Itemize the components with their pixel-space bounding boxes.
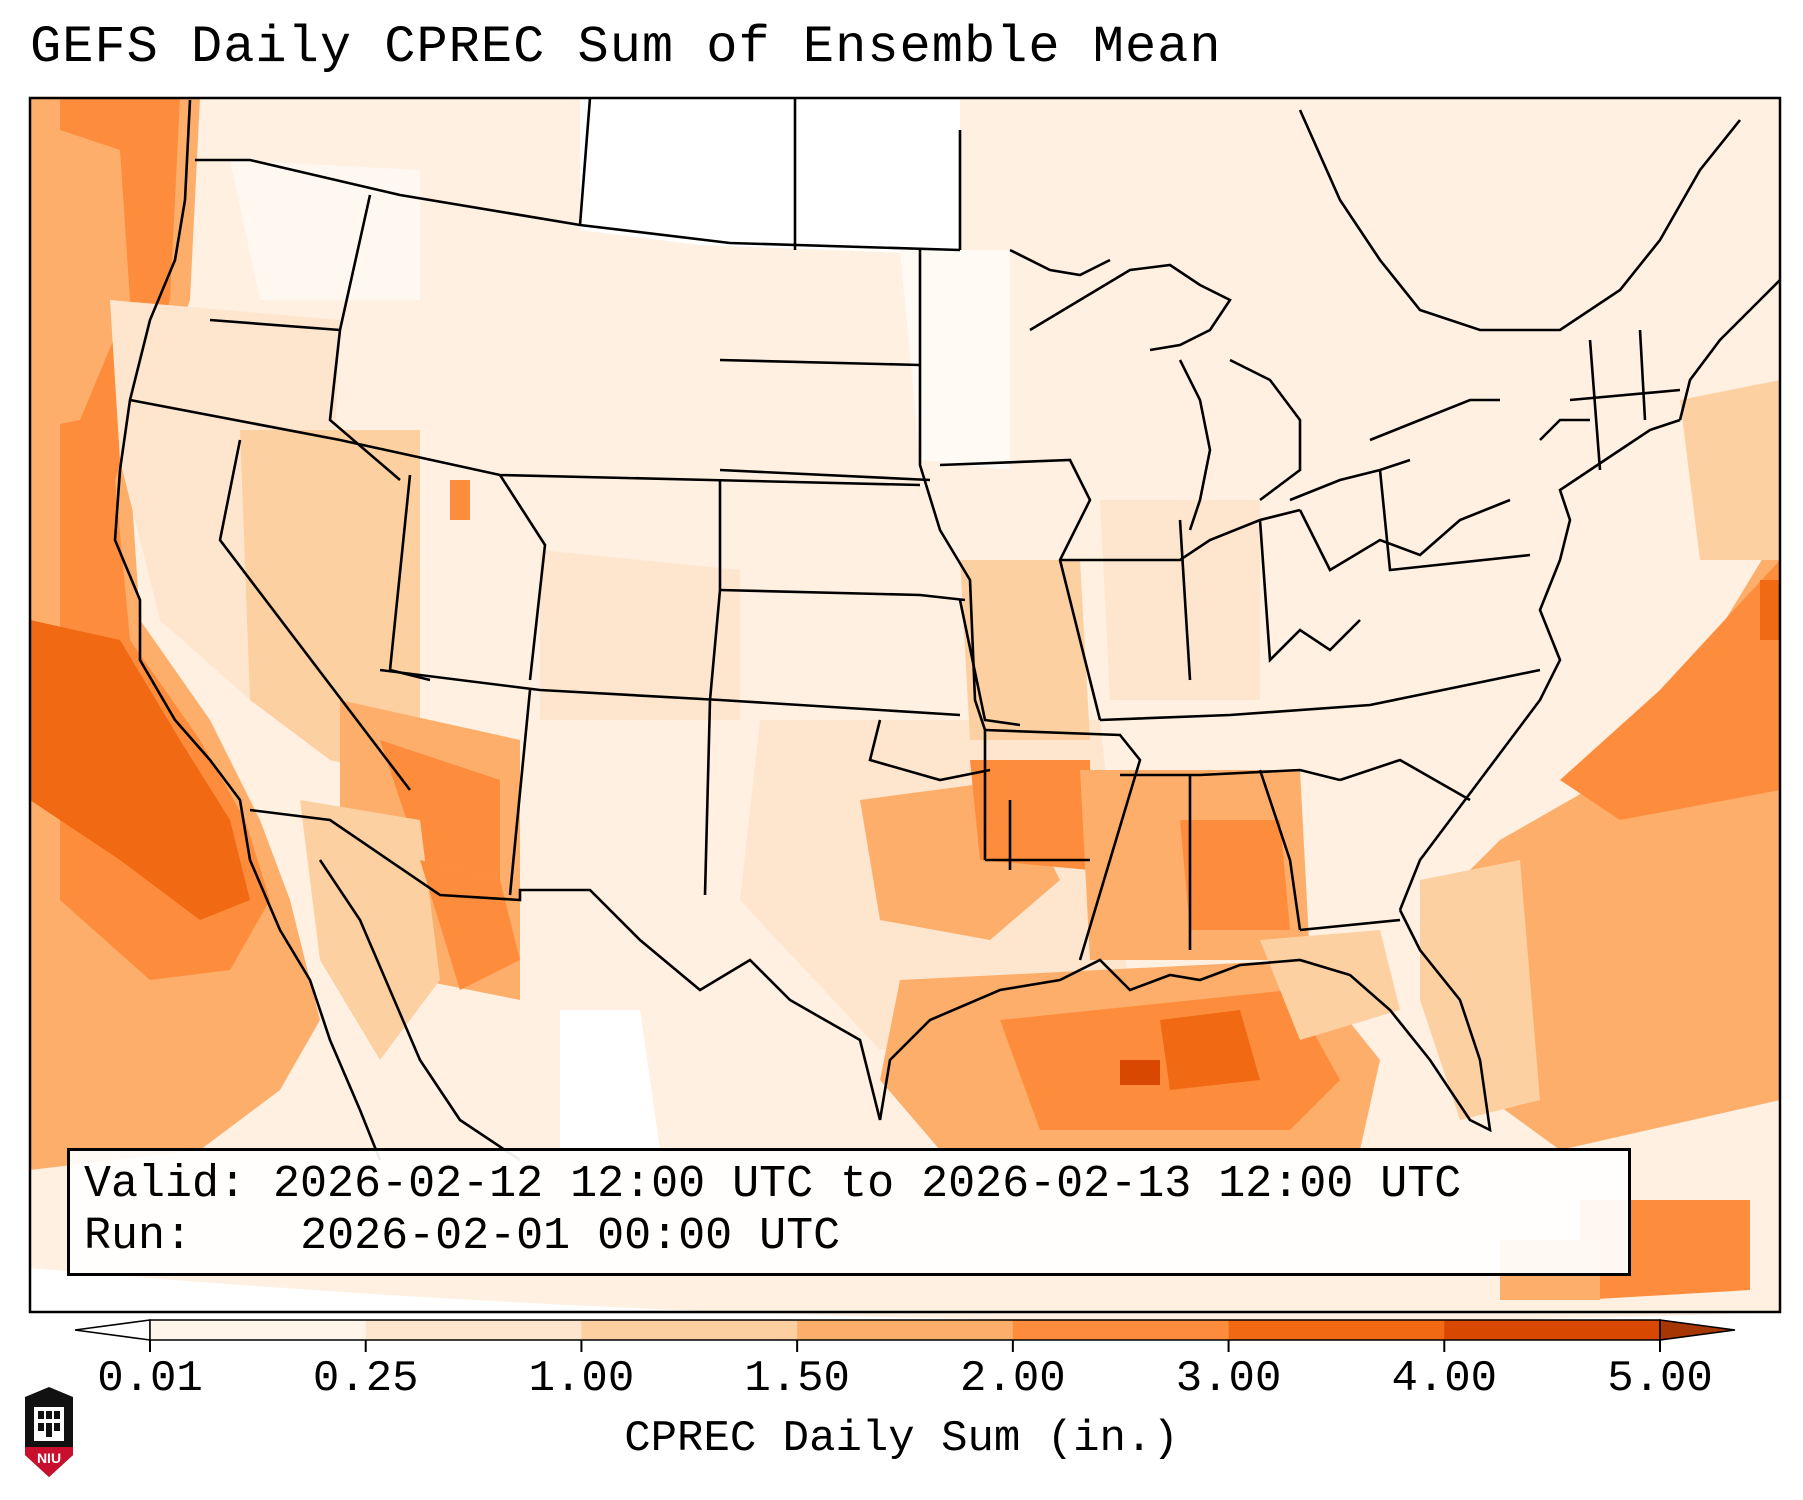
colorbar-outline xyxy=(149,1319,1661,1341)
colorbar-tick-label: 0.25 xyxy=(312,1354,419,1404)
colorbar-segment xyxy=(1444,1320,1661,1340)
run-value: 2026-02-01 00:00 UTC xyxy=(300,1211,841,1262)
run-row: Run: 2026-02-01 00:00 UTC xyxy=(84,1211,1614,1263)
colorbar-tick-label: 3.00 xyxy=(1175,1354,1282,1404)
colorbar-over-arrow xyxy=(1659,1319,1736,1341)
run-label: Run: xyxy=(84,1211,193,1262)
valid-run-info-box: Valid: 2026-02-12 12:00 UTC to 2026-02-1… xyxy=(67,1148,1631,1276)
colorbar-label: CPREC Daily Sum (in.) xyxy=(624,1414,1179,1464)
valid-row: Valid: 2026-02-12 12:00 UTC to 2026-02-1… xyxy=(84,1159,1614,1211)
colorbar-segment xyxy=(150,1320,367,1340)
colorbar-segment xyxy=(365,1320,582,1340)
colorbar-segment xyxy=(1012,1320,1230,1340)
logo-text: NIU xyxy=(37,1450,61,1466)
colorbar-tick-label: 2.00 xyxy=(960,1354,1066,1404)
colorbar-tick-label: 5.00 xyxy=(1607,1354,1713,1404)
boundary-lines xyxy=(113,98,1780,1162)
colorbar-under-arrow xyxy=(74,1319,151,1341)
colorbar-segment xyxy=(581,1320,798,1340)
valid-label: Valid: xyxy=(84,1159,247,1210)
precip-field xyxy=(30,98,1780,1322)
colorbar-tick-label: 0.01 xyxy=(97,1354,203,1404)
valid-value: 2026-02-12 12:00 UTC to 2026-02-13 12:00… xyxy=(273,1159,1462,1210)
map-title: GEFS Daily CPREC Sum of Ensemble Mean xyxy=(30,18,1222,77)
colorbar-tick-label: 1.50 xyxy=(744,1354,850,1404)
colorbar-segment xyxy=(797,1320,1014,1340)
colorbar-segment xyxy=(1228,1320,1445,1340)
colorbar-tick-label: 4.00 xyxy=(1391,1354,1498,1404)
colorbar xyxy=(74,1319,1736,1352)
niu-logo: NIU xyxy=(20,1385,78,1484)
colorbar-tick-label: 1.00 xyxy=(528,1354,635,1404)
map-frame xyxy=(28,96,1782,1314)
